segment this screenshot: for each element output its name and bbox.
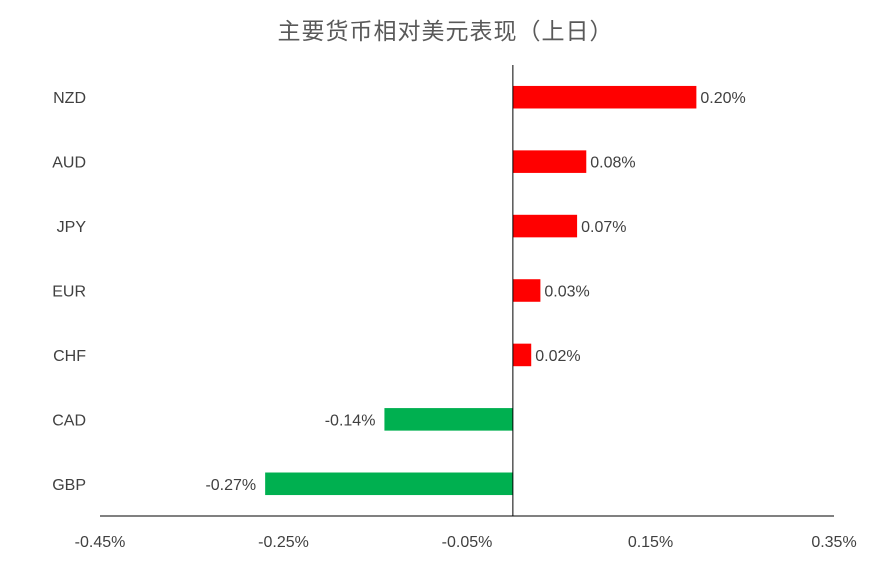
x-tick-label: 0.35% [811,534,856,551]
data-label-nzd: 0.20% [700,90,745,107]
data-label-chf: 0.02% [535,348,580,365]
category-label-jpy: JPY [57,219,87,236]
bar-cad [384,408,513,431]
x-tick-label: 0.15% [628,534,673,551]
category-label-cad: CAD [52,412,86,429]
category-label-aud: AUD [52,155,86,172]
bar-aud [512,150,587,173]
category-label-gbp: GBP [52,477,86,494]
bar-gbp [265,472,513,496]
chart-title: 主要货币相对美元表现（上日） [277,19,614,45]
bar-eur [512,279,541,302]
category-label-eur: EUR [52,284,86,301]
category-label-chf: CHF [53,348,86,365]
bar-nzd [512,85,697,109]
data-label-aud: 0.08% [590,155,635,172]
data-label-eur: 0.03% [544,284,589,301]
bar-jpy [512,214,578,238]
data-label-cad: -0.14% [325,412,376,429]
data-label-jpy: 0.07% [581,219,626,236]
x-tick-label: -0.45% [75,534,126,551]
x-tick-label: -0.05% [442,534,493,551]
bar-chf [512,343,532,367]
category-label-nzd: NZD [53,90,86,107]
x-tick-label: -0.25% [258,534,309,551]
data-label-gbp: -0.27% [205,477,256,494]
